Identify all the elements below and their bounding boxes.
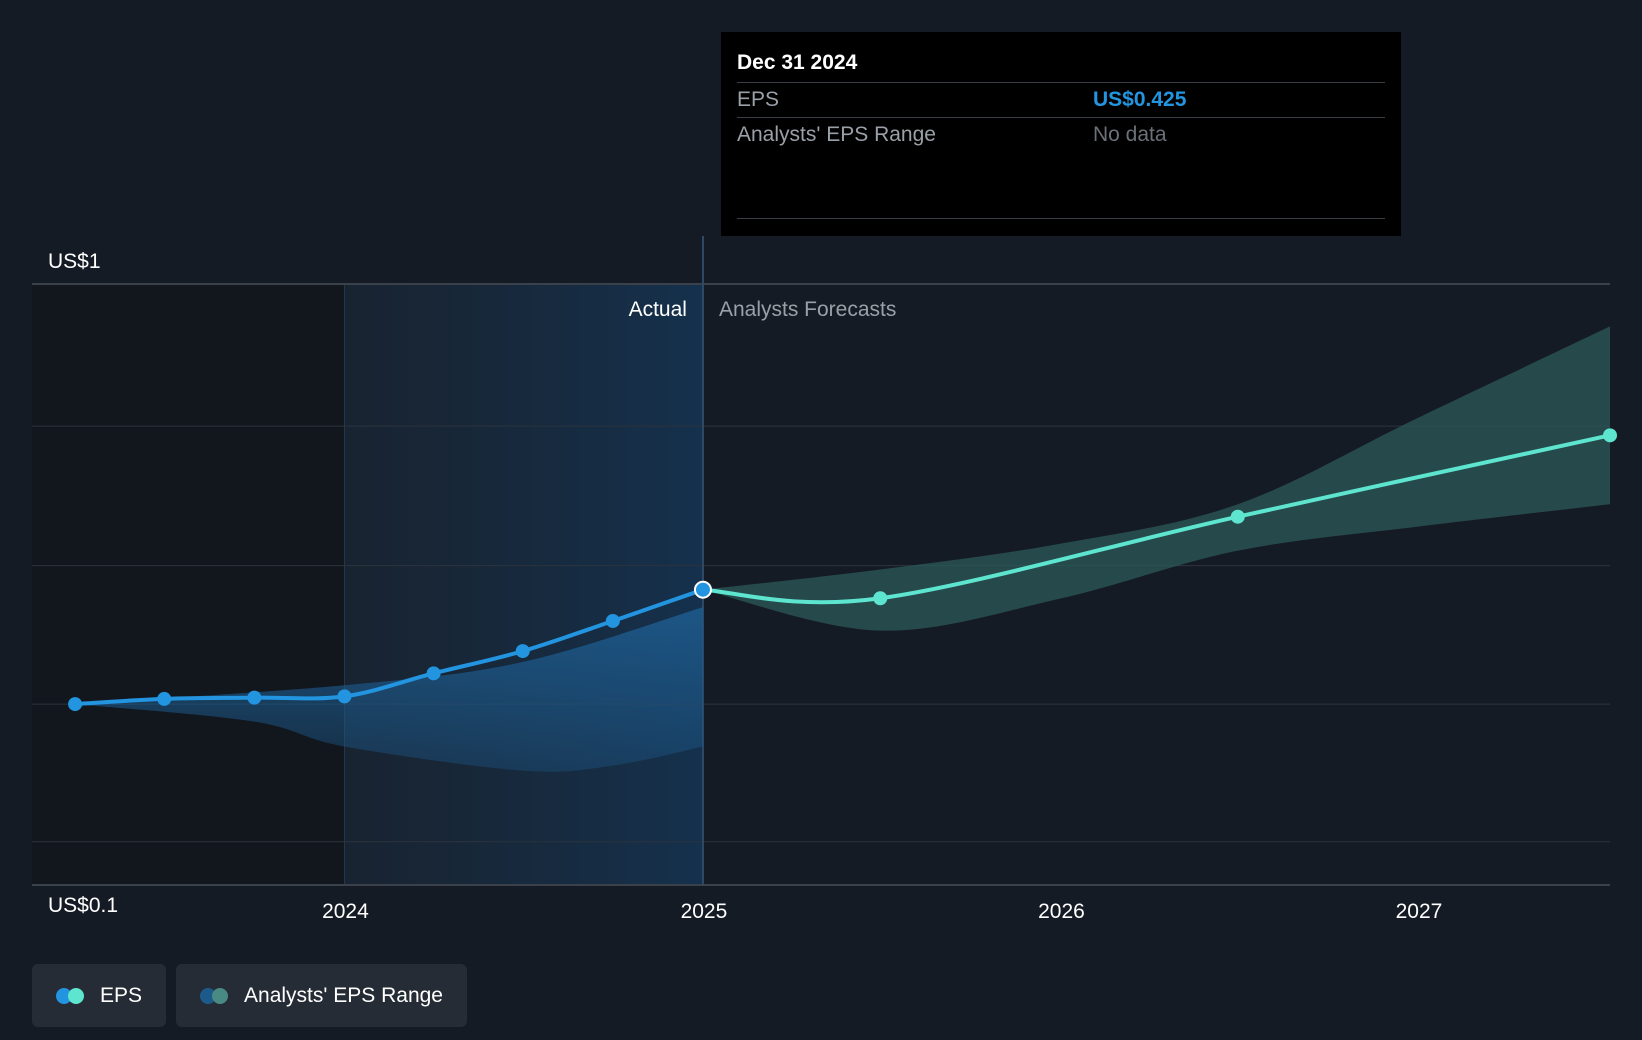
eps-point-forecast (1230, 509, 1245, 524)
legend: EPS Analysts' EPS Range (32, 964, 467, 1027)
eps-point-actual (68, 697, 83, 712)
y-tick-label: US$1 (48, 250, 101, 273)
tooltip-eps-value: US$0.425 (1093, 88, 1187, 111)
eps-point-actual (515, 644, 530, 659)
eps-point-actual (426, 666, 441, 681)
eps-point-actual (157, 691, 172, 706)
eps-point-actual (337, 689, 352, 704)
eps-point-actual (247, 690, 262, 705)
eps-line-forecast (700, 433, 1612, 605)
x-tick-label: 2024 (322, 900, 369, 923)
legend-label-eps: EPS (100, 983, 143, 1007)
pre-shade-zone (32, 284, 345, 885)
x-tick-label: 2026 (1038, 900, 1085, 923)
forecast-label: Analysts Forecasts (719, 298, 896, 321)
tooltip-divider (737, 218, 1385, 219)
legend-item-range[interactable]: Analysts' EPS Range (176, 964, 467, 1027)
eps-line-actual (73, 587, 705, 707)
tooltip-row-range: Analysts' EPS Range No data (737, 117, 1385, 152)
tooltip-eps-label: EPS (737, 88, 780, 111)
legend-label-range: Analysts' EPS Range (244, 983, 443, 1007)
y-tick-label: US$0.1 (48, 894, 118, 917)
x-tick-label: 2025 (681, 900, 728, 923)
tooltip-range-label: Analysts' EPS Range (737, 123, 936, 146)
range-area-actual (75, 607, 703, 772)
actual-shaded-region (344, 284, 703, 885)
range-area-forecast (702, 326, 1610, 631)
eps-point-forecast (873, 591, 888, 606)
eps-point-actual (605, 613, 620, 628)
tooltip: Dec 31 2024 EPS US$0.425 Analysts' EPS R… (721, 32, 1401, 236)
x-tick-label: 2027 (1396, 900, 1443, 923)
tooltip-range-value: No data (1093, 123, 1167, 146)
tooltip-row-eps: EPS US$0.425 (737, 82, 1385, 117)
eps-legend-icon (56, 987, 86, 1004)
tooltip-date: Dec 31 2024 (737, 51, 858, 74)
legend-item-eps[interactable]: EPS (32, 964, 167, 1027)
range-legend-icon (200, 987, 230, 1004)
eps-point-forecast (1603, 428, 1617, 443)
actual-label: Actual (629, 298, 687, 321)
eps-point-highlighted (693, 580, 712, 599)
